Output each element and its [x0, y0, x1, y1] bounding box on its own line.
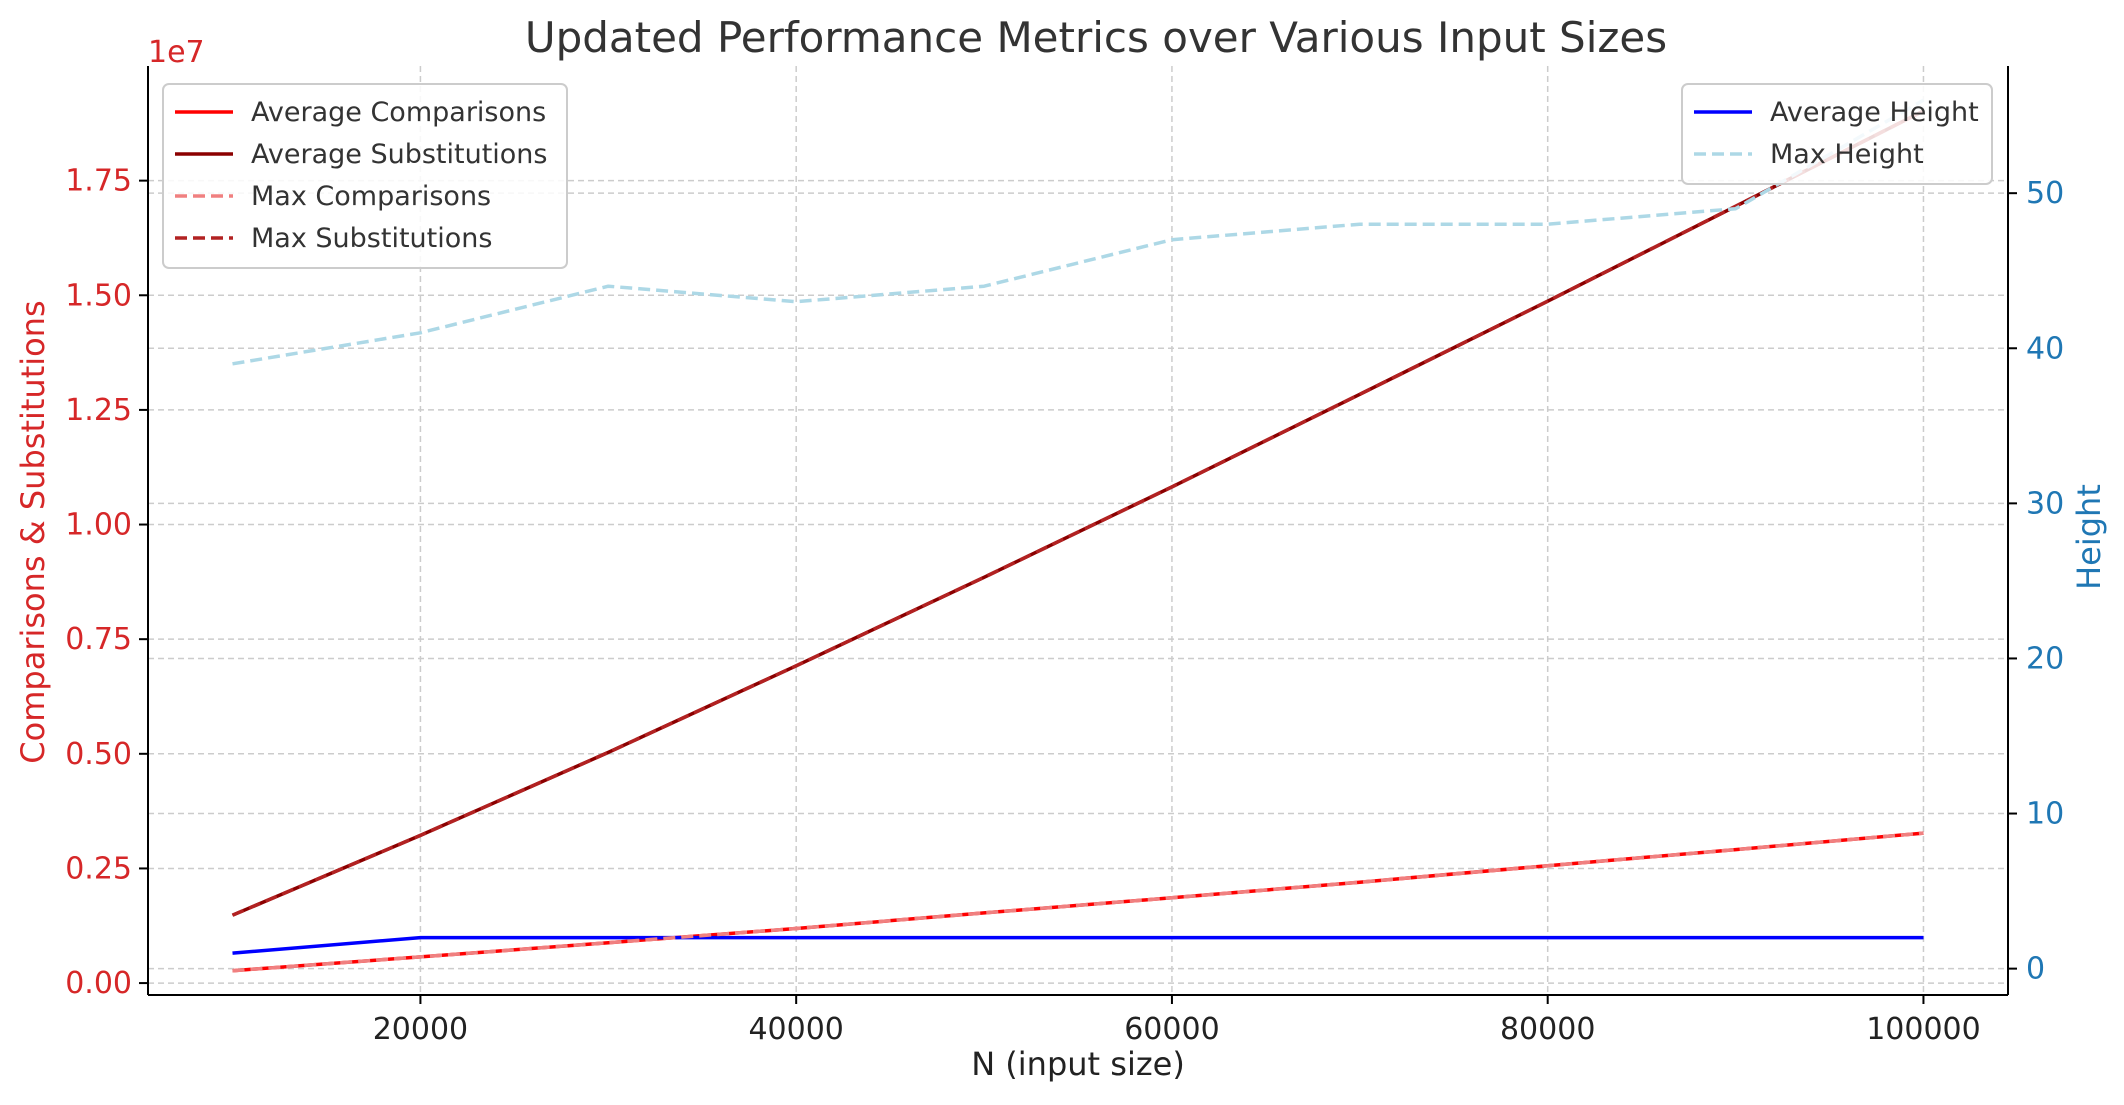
- left-y-tick-label: 0.50: [65, 737, 132, 772]
- axes-layer: [147, 66, 2009, 996]
- legend-right: Average Height Max Height: [1681, 83, 1993, 185]
- series-line-average-height: [232, 935, 1924, 955]
- legend-label: Average Height: [1770, 97, 1979, 128]
- left-y-tick-label: 1.75: [65, 164, 132, 199]
- right-y-tick-label: 50: [2026, 176, 2064, 211]
- x-tick-label: 100000: [1866, 1012, 1981, 1047]
- legend-label: Average Comparisons: [251, 97, 546, 128]
- left-y-tick-label: 1.00: [65, 508, 132, 543]
- chart-title: Updated Performance Metrics over Various…: [525, 13, 1667, 62]
- series-layer: [231, 98, 1925, 973]
- legend-frame: [162, 83, 568, 269]
- right-y-tick-label: 40: [2026, 331, 2064, 366]
- x-tick-label: 60000: [1124, 1012, 1219, 1047]
- series-line-max-substitutions: [231, 109, 1925, 917]
- left-y-tick-label: 0.75: [65, 622, 132, 657]
- right-y-tick-label: 10: [2026, 797, 2064, 832]
- right-y-tick-label: 30: [2026, 486, 2064, 521]
- legend-label: Max Height: [1770, 139, 1924, 170]
- legend-label: Max Substitutions: [251, 223, 492, 254]
- right-axis-label: Height: [2070, 484, 2108, 590]
- left-y-tick-label: 0.00: [65, 966, 132, 1001]
- x-axis-label: N (input size): [971, 1045, 1185, 1083]
- legend-left: Average Comparisons Average Substitutions…: [162, 83, 568, 269]
- left-axis-offset-label: 1e7: [148, 35, 205, 70]
- series-line-max-comparisons: [232, 831, 1924, 973]
- ticks-layer: 20000 40000 60000 80000 100000 0.00 0.25 0.50 0.…: [65, 164, 2064, 1047]
- right-y-tick-label: 20: [2026, 641, 2064, 676]
- x-tick-label: 40000: [748, 1012, 843, 1047]
- left-y-tick-label: 1.25: [65, 393, 132, 428]
- series-line-max-height: [232, 98, 1925, 366]
- left-y-tick-label: 1.50: [65, 278, 132, 313]
- legend-frame: [1681, 83, 1993, 185]
- left-axis-label: Comparisons & Substitutions: [14, 300, 52, 763]
- right-y-tick-label: 0: [2026, 952, 2045, 987]
- x-tick-label: 20000: [373, 1012, 468, 1047]
- x-tick-label: 80000: [1500, 1012, 1595, 1047]
- legend-label: Average Substitutions: [251, 139, 548, 170]
- left-y-tick-label: 0.25: [65, 851, 132, 886]
- legend-label: Max Comparisons: [251, 181, 491, 212]
